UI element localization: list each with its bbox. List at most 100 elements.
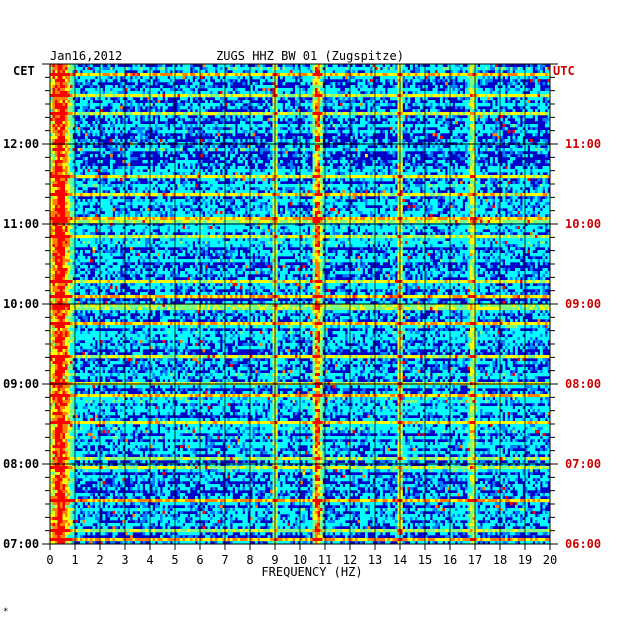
spectrogram-cell [368,133,371,136]
spectrogram-cell [85,76,88,79]
spectrogram-cell [113,112,116,115]
spectrogram-cell [338,133,341,136]
spectrogram-cell [495,160,498,163]
spectrogram-cell [500,112,503,115]
spectrogram-cell [418,79,421,82]
spectrogram-cell [400,82,403,85]
spectrogram-cell [83,73,86,76]
spectrogram-cell [143,79,146,82]
spectrogram-cell [130,85,133,88]
spectrogram-cell [293,76,296,79]
spectrogram-cell [290,112,293,115]
spectrogram-cell [470,136,473,139]
spectrogram-cell [305,154,308,157]
spectrogram-cell [138,148,141,151]
spectrogram-cell [58,76,61,79]
spectrogram-cell [308,76,311,79]
spectrogram-cell [275,157,278,160]
spectrogram-cell [278,115,281,118]
spectrogram-cell [270,130,273,133]
spectrogram-cell [453,70,456,73]
spectrogram-cell [335,148,338,151]
spectrogram-cell [455,118,458,121]
spectrogram-cell [503,94,506,97]
spectrogram-cell [393,127,396,130]
spectrogram-cell [460,112,463,115]
spectrogram-cell [430,109,433,112]
spectrogram-cell [503,169,506,172]
spectrogram-cell [203,67,206,70]
spectrogram-cell [390,109,393,112]
spectrogram-cell [418,103,421,106]
spectrogram-cell [68,82,71,85]
spectrogram-cell [500,100,503,103]
spectrogram-cell [153,175,156,178]
spectrogram-cell [465,145,468,148]
spectrogram-cell [288,91,291,94]
spectrogram-cell [543,103,546,106]
spectrogram-cell [220,112,223,115]
spectrogram-cell [320,151,323,154]
spectrogram-cell [110,154,113,157]
spectrogram-cell [105,175,108,178]
spectrogram-cell [520,94,523,97]
spectrogram-cell [455,133,458,136]
spectrogram-cell [475,70,478,73]
spectrogram-cell [393,118,396,121]
spectrogram-cell [275,148,278,151]
spectrogram-cell [293,127,296,130]
spectrogram-cell [250,157,253,160]
spectrogram-cell [545,166,548,169]
spectrogram-cell [418,130,421,133]
spectrogram-cell [163,169,166,172]
spectrogram-cell [53,175,56,178]
spectrogram-cell [475,73,478,76]
spectrogram-cell [213,70,216,73]
spectrogram-cell [155,103,158,106]
spectrogram-cell [180,106,183,109]
spectrogram-cell [493,148,496,151]
spectrogram-cell [518,139,521,142]
spectrogram-cell [155,175,158,178]
spectrogram-cell [545,148,548,151]
spectrogram-cell [85,106,88,109]
spectrogram-cell [115,67,118,70]
spectrogram-cell [445,88,448,91]
spectrogram-cell [150,67,153,70]
spectrogram-cell [250,112,253,115]
spectrogram-cell [230,106,233,109]
spectrogram-cell [275,163,278,166]
spectrogram-cell [425,130,428,133]
spectrogram-cell [63,133,66,136]
spectrogram-cell [450,67,453,70]
spectrogram-cell [125,88,128,91]
spectrogram-cell [325,94,328,97]
spectrogram-cell [110,127,113,130]
spectrogram-cell [305,124,308,127]
spectrogram-cell [468,115,471,118]
spectrogram-cell [118,97,121,100]
spectrogram-cell [160,145,163,148]
spectrogram-cell [188,166,191,169]
spectrogram-cell [153,145,156,148]
spectrogram-cell [405,172,408,175]
spectrogram-cell [418,85,421,88]
spectrogram-cell [468,163,471,166]
spectrogram-cell [483,79,486,82]
spectrogram-cell [338,91,341,94]
spectrogram-cell [183,127,186,130]
spectrogram-cell [383,148,386,151]
spectrogram-cell [80,172,83,175]
spectrogram-cell [485,76,488,79]
spectrogram-cell [265,163,268,166]
spectrogram-cell [108,70,111,73]
spectrogram-cell [88,124,91,127]
spectrogram-cell [100,70,103,73]
spectrogram-cell [305,163,308,166]
spectrogram-cell [203,103,206,106]
spectrogram-cell [138,175,141,178]
spectrogram-cell [208,67,211,70]
spectrogram-cell [470,160,473,163]
spectrogram-cell [128,103,131,106]
spectrogram-cell [465,94,468,97]
